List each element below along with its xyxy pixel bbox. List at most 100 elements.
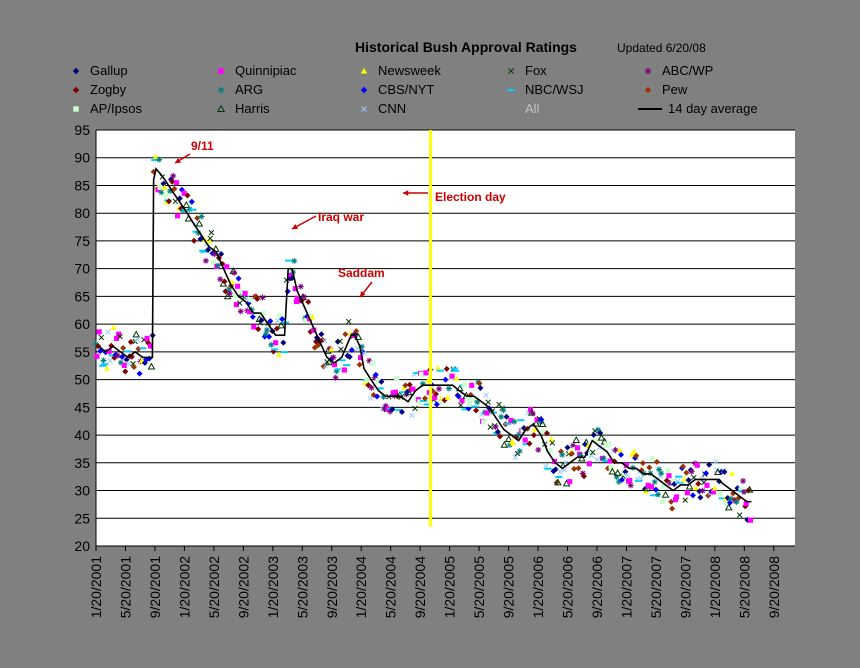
poll-marker	[449, 373, 455, 379]
legend-label: CNN	[378, 101, 406, 116]
poll-marker	[485, 399, 491, 405]
poll-marker	[511, 418, 518, 425]
poll-marker	[590, 431, 597, 438]
poll-marker	[613, 474, 620, 481]
legend-label: CBS/NYT	[378, 82, 434, 97]
poll-marker	[279, 316, 286, 323]
legend-marker	[72, 67, 80, 75]
poll-marker	[330, 354, 337, 361]
poll-marker	[223, 292, 232, 300]
poll-marker	[618, 451, 625, 458]
x-axis-tick-labels: 1/20/2001 5/20/2001 9/20/2001 1/20/2002 5/20…	[88, 556, 782, 618]
y-tick-label: 45	[74, 399, 90, 415]
poll-marker	[404, 388, 413, 396]
poll-marker	[645, 482, 651, 488]
x-tick-label: 9/20/2005	[501, 556, 517, 618]
poll-marker	[157, 184, 163, 190]
poll-marker	[381, 406, 388, 413]
poll-marker	[695, 480, 702, 487]
poll-marker	[412, 405, 418, 412]
x-tick-label: 5/20/2002	[206, 556, 222, 618]
legend-marker	[360, 67, 368, 74]
poll-marker	[477, 385, 484, 392]
poll-marker	[443, 365, 450, 372]
poll-marker	[211, 251, 218, 258]
poll-marker	[297, 283, 304, 290]
poll-marker	[637, 475, 644, 482]
poll-marker	[255, 326, 262, 333]
poll-marker	[684, 490, 690, 496]
poll-marker	[724, 503, 733, 511]
poll-marker	[464, 396, 470, 402]
poll-marker	[535, 446, 542, 453]
legend-label: AP/Ipsos	[90, 101, 143, 116]
poll-marker	[205, 246, 212, 253]
poll-marker	[409, 412, 415, 419]
poll-marker	[421, 395, 428, 402]
poll-marker	[361, 350, 367, 356]
poll-marker	[218, 251, 225, 258]
poll-marker	[613, 468, 622, 476]
legend-marker	[73, 106, 79, 112]
poll-marker	[119, 353, 126, 360]
legend-marker	[218, 68, 224, 74]
poll-marker	[653, 458, 660, 465]
poll-marker	[665, 467, 671, 473]
x-tick-label: 9/20/2004	[412, 556, 428, 618]
poll-marker	[225, 286, 232, 293]
poll-marker	[433, 401, 440, 408]
poll-marker	[382, 402, 389, 409]
poll-marker	[649, 455, 656, 462]
poll-marker	[571, 465, 578, 472]
poll-marker	[167, 187, 174, 194]
average-line	[98, 167, 752, 503]
poll-marker	[288, 272, 294, 278]
poll-marker	[315, 342, 322, 349]
poll-marker	[395, 390, 404, 398]
poll-marker	[361, 379, 368, 386]
poll-marker	[392, 389, 398, 395]
legend-item: Pew	[644, 82, 688, 97]
poll-marker	[532, 419, 540, 427]
annotations: 9/11 Iraq war Saddam Election day	[174, 139, 506, 298]
poll-marker	[666, 473, 672, 479]
y-tick-label: 95	[74, 122, 90, 138]
poll-marker	[419, 371, 425, 377]
poll-marker	[127, 339, 134, 346]
poll-marker	[436, 385, 443, 392]
poll-marker	[161, 184, 168, 190]
legend-marker	[644, 86, 652, 94]
poll-marker	[191, 237, 198, 244]
poll-marker	[639, 460, 646, 467]
poll-marker	[354, 332, 363, 340]
y-tick-label: 80	[74, 205, 90, 221]
poll-marker	[332, 374, 339, 381]
poll-marker	[231, 269, 238, 276]
x-tick-label: 1/20/2008	[707, 556, 723, 618]
poll-marker	[160, 180, 167, 187]
poll-marker	[541, 428, 547, 435]
poll-marker	[94, 353, 100, 359]
x-tick-label: 1/20/2001	[88, 556, 104, 618]
legend-item: Harris	[216, 101, 270, 116]
poll-marker	[662, 479, 668, 486]
poll-marker	[144, 335, 150, 341]
poll-marker	[655, 491, 662, 498]
poll-marker	[612, 446, 619, 453]
poll-marker	[208, 229, 215, 236]
poll-marker	[103, 365, 110, 371]
poll-marker	[243, 295, 250, 302]
poll-marker	[683, 469, 690, 476]
poll-marker	[232, 292, 238, 298]
poll-marker	[235, 283, 241, 289]
poll-marker	[606, 441, 612, 447]
poll-marker	[169, 178, 176, 185]
legend-label: Fox	[525, 63, 547, 78]
legend-label: Quinnipiac	[235, 63, 297, 78]
poll-marker	[577, 454, 586, 462]
poll-marker	[500, 440, 509, 448]
x-tick-label: 1/20/2003	[265, 556, 281, 618]
poll-marker	[529, 410, 536, 417]
poll-marker	[337, 338, 343, 344]
poll-marker	[224, 264, 230, 270]
